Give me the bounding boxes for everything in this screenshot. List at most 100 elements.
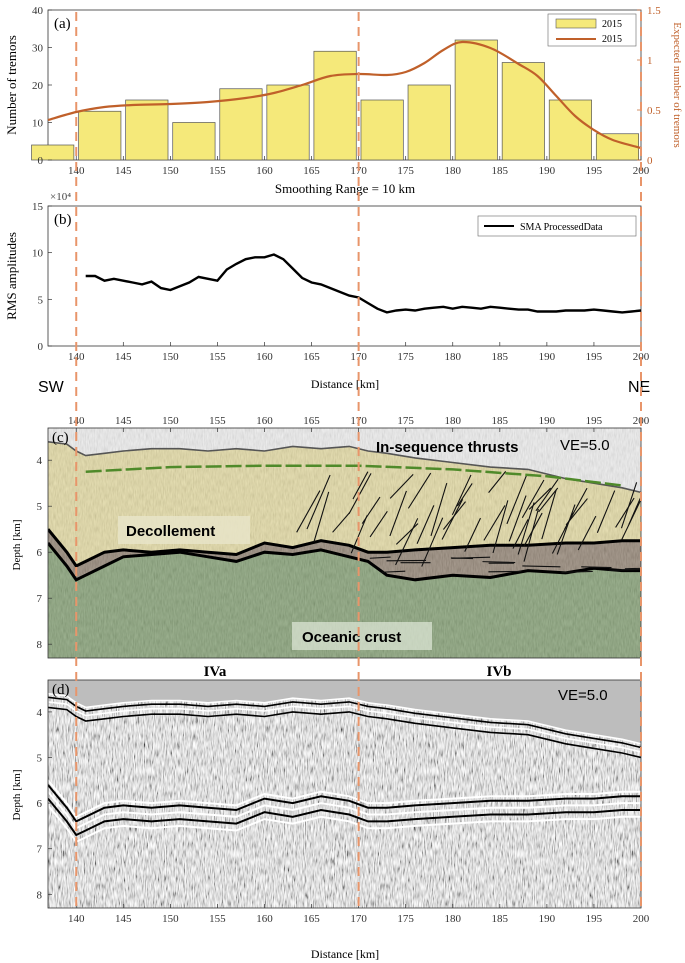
decollement-reflector — [608, 569, 641, 571]
x-tick-label: 175 — [397, 351, 414, 363]
panel-b-yticks: 0 5 10 15 — [32, 201, 52, 353]
x-tick-label: 190 — [539, 351, 556, 363]
thrust-fault — [296, 490, 321, 533]
seafloor-reflector — [48, 696, 641, 749]
tremor-bar — [78, 110, 122, 161]
panel-a-ylabel: Number of tremors — [4, 35, 19, 135]
x-tick-label: 155 — [209, 415, 226, 427]
tremor-bar — [501, 62, 545, 161]
thrust-fault — [369, 511, 388, 538]
panel-a-legend: 2015 2015 — [547, 13, 637, 47]
tremor-bar — [454, 39, 498, 161]
seafloor-reflector — [48, 706, 641, 759]
x-tick-label: 180 — [444, 165, 461, 177]
seafloor-line — [48, 441, 641, 494]
x-tick-label: 165 — [303, 351, 320, 363]
x-tick-label: 170 — [350, 913, 367, 925]
thrust-fault — [389, 473, 414, 499]
thrust-fault — [512, 519, 529, 549]
thrust-fault — [416, 505, 435, 544]
thrust-fault — [523, 508, 539, 562]
tremor-bar — [595, 133, 639, 161]
panel-b-ylabel: RMS amplitudes — [4, 232, 19, 320]
x-tick-label: 145 — [115, 415, 132, 427]
decollement-reflector — [581, 566, 612, 569]
panel-d-xlabel: Distance [km] — [311, 947, 379, 961]
tremor-bar — [360, 99, 404, 161]
annotation-oceanic-crust: Oceanic crust — [302, 629, 401, 646]
thrust-fault — [306, 474, 331, 530]
x-tick-label: 175 — [397, 913, 414, 925]
x-tick-label: 165 — [303, 165, 320, 177]
y-tick-label: 6 — [37, 798, 43, 810]
x-tick-label: 165 — [303, 415, 320, 427]
panel-d-water-column — [48, 680, 641, 744]
x-tick-label: 195 — [586, 415, 603, 427]
crust-label-box — [292, 622, 432, 650]
panel-d-xticks: 140 145 150 155 160 165 170 175 180 185 190 195 200 — [68, 904, 650, 925]
decollement-reflector — [381, 570, 406, 573]
annotation-ve-c: VE=5.0 — [560, 437, 610, 454]
thrust-fault — [517, 502, 535, 555]
y-tick-label: 4 — [37, 455, 43, 467]
seafloor-reflector — [48, 692, 641, 745]
panel-b-label: (b) — [54, 212, 72, 228]
x-tick-label: 195 — [586, 913, 603, 925]
x-tick-label: 180 — [444, 351, 461, 363]
annotation-ve-d: VE=5.0 — [558, 687, 608, 704]
thrust-fault — [541, 489, 557, 540]
annotation-in-sequence-thrusts: In-sequence thrusts — [376, 439, 519, 456]
x-tick-label: 160 — [256, 415, 273, 427]
y-tick-label: 10 — [32, 118, 44, 130]
x-tick-label: 190 — [539, 415, 556, 427]
rms-amplitude-line — [85, 253, 642, 314]
legend-rms-label: SMA ProcessedData — [520, 222, 603, 233]
direction-ne: NE — [628, 379, 650, 396]
basement-reflector — [48, 784, 641, 823]
thrust-fault — [596, 490, 616, 533]
thrust-fault — [451, 474, 472, 516]
decollement-reflector — [450, 557, 473, 560]
tremor-bar — [125, 99, 169, 161]
thrust-fault — [620, 482, 638, 529]
x-tick-label: 155 — [209, 165, 226, 177]
x-tick-label: 175 — [397, 415, 414, 427]
thrust-fault — [421, 517, 444, 567]
zone-iva-label: IVa — [204, 664, 227, 680]
panel-c-label: (c) — [52, 430, 69, 446]
thrust-fault — [395, 518, 419, 566]
x-tick-label: 150 — [162, 165, 179, 177]
thrust-fault — [483, 505, 506, 541]
thrust-fault — [464, 517, 481, 552]
y-tick-label: 0 — [38, 155, 44, 167]
thrust-fault — [492, 500, 509, 554]
panel-d-yticks: 4 5 6 7 8 — [37, 707, 52, 901]
x-tick-label: 185 — [492, 351, 509, 363]
decollement-base-line — [48, 542, 641, 582]
thrust-fault — [538, 487, 559, 513]
thrust-fault — [615, 497, 635, 528]
x-tick-label: 180 — [444, 913, 461, 925]
y-tick-label: 30 — [32, 43, 44, 55]
thrust-fault — [348, 473, 372, 515]
tremor-bar — [407, 84, 451, 161]
panel-b-xlabel: Distance [km] — [311, 377, 379, 391]
y-tick-label: 5 — [38, 294, 44, 306]
basement-reflector — [48, 804, 641, 844]
thrust-fault — [508, 495, 527, 542]
x-tick-label: 150 — [162, 351, 179, 363]
decollement-reflector — [482, 561, 516, 564]
thrust-fault — [350, 515, 368, 554]
x-tick-label: 185 — [492, 913, 509, 925]
x-tick-label: 160 — [256, 165, 273, 177]
x-tick-label: 145 — [115, 913, 132, 925]
decollement-reflector — [561, 570, 593, 573]
panel-c-yticks: 4 5 6 7 8 — [37, 455, 52, 651]
thrust-fault — [506, 473, 528, 525]
basement-reflector — [48, 791, 641, 830]
